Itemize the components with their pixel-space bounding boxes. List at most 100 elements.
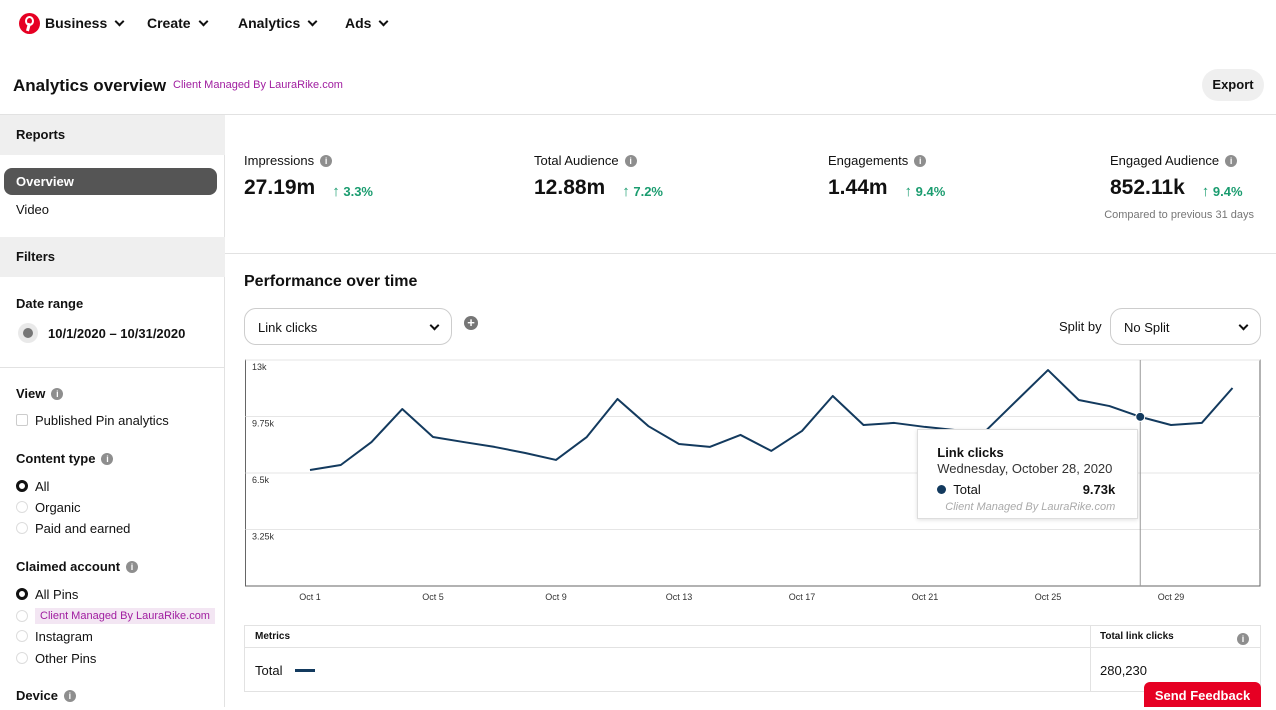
- stat-change: ↑ 9.4%: [1201, 183, 1243, 200]
- tooltip-title: Link clicks: [937, 444, 1004, 460]
- divider: [225, 253, 1276, 254]
- section-header: Filters: [0, 237, 225, 277]
- y-tick-label: 9.75k: [252, 419, 275, 429]
- metric-dropdown[interactable]: Link clicks: [244, 308, 452, 345]
- stat-change: ↑ 9.4%: [904, 183, 946, 200]
- nav-item[interactable]: Business: [45, 15, 125, 31]
- x-tick-label: Oct 17: [789, 592, 816, 602]
- radio[interactable]: [16, 480, 28, 492]
- stat-value: 12.88m: [534, 176, 606, 199]
- filter-label: Content type i: [16, 451, 114, 466]
- table-header: Metrics: [255, 631, 291, 642]
- stat-label: Total Audience i: [534, 153, 637, 168]
- info-icon[interactable]: i: [624, 155, 637, 167]
- tooltip: Link clicks Wednesday, October 28, 2020 …: [917, 428, 1139, 519]
- stat-label: Engaged Audience i: [1110, 153, 1238, 168]
- table-cell: Total: [255, 663, 283, 678]
- info-icon[interactable]: i: [320, 155, 333, 167]
- account-label: Client Managed By LauraRike.com: [173, 79, 343, 91]
- tooltip-date: Wednesday, October 28, 2020: [937, 460, 1113, 476]
- filter-label-text: Content type: [16, 451, 96, 466]
- stat-change: ↑ 7.2%: [622, 183, 663, 200]
- y-tick-label: 13k: [252, 362, 267, 372]
- stat-value: 1.44m: [828, 176, 888, 199]
- divider: [224, 115, 225, 707]
- filter-option[interactable]: Published Pin analytics: [35, 413, 169, 428]
- filter-label-text: Claimed account: [16, 559, 121, 574]
- filter-label: Date range: [16, 296, 84, 311]
- x-tick-label: Oct 21: [912, 592, 939, 602]
- radio[interactable]: [16, 588, 28, 600]
- radio[interactable]: [16, 652, 28, 664]
- nav-label[interactable]: Create: [147, 15, 191, 31]
- checkbox[interactable]: [16, 414, 28, 426]
- filter-option[interactable]: All: [35, 479, 50, 494]
- info-icon[interactable]: i: [914, 155, 927, 167]
- nav-label[interactable]: Ads: [345, 15, 372, 31]
- line-chart: 3.25k 6.5k 9.75k 13k Oct 1 Oct 5 Oct 9 Oct 13 Oc…: [245, 359, 1261, 602]
- x-tick-label: Oct 25: [1035, 592, 1062, 602]
- stat-label: Impressions i: [244, 153, 333, 168]
- stat-label: Engagements i: [828, 153, 927, 168]
- nav-item-selected[interactable]: Overview: [4, 168, 217, 195]
- x-tick-label: Oct 29: [1158, 592, 1185, 602]
- series-line: [309, 369, 1234, 472]
- radio[interactable]: [16, 610, 28, 622]
- date-range[interactable]: 10/1/2020 – 10/31/2020: [48, 326, 186, 341]
- x-tick-label: Oct 5: [422, 592, 444, 602]
- y-tick-label: 6.5k: [252, 475, 270, 485]
- stat-change-value: 3.3%: [343, 184, 373, 199]
- nav-label[interactable]: Business: [45, 15, 108, 31]
- dropdown-value[interactable]: No Split: [1124, 320, 1170, 335]
- export-button[interactable]: Export: [1202, 69, 1264, 101]
- filter-option[interactable]: Organic: [35, 500, 81, 515]
- split-label: Split by: [1059, 319, 1102, 334]
- filter-option[interactable]: Client Managed By LauraRike.com: [35, 608, 215, 624]
- nav-label[interactable]: Analytics: [238, 15, 301, 31]
- stat-change-value: 7.2%: [633, 184, 663, 199]
- info-icon[interactable]: i: [1237, 633, 1249, 645]
- section-title: Performance over time: [244, 273, 418, 290]
- filter-option[interactable]: Paid and earned: [35, 521, 131, 536]
- nav-item[interactable]: Ads: [345, 15, 389, 31]
- pinterest-logo[interactable]: [19, 13, 40, 34]
- table-header: Total link clicks: [1100, 631, 1174, 642]
- page-title: Analytics overview: [13, 76, 167, 95]
- filter-option[interactable]: Instagram: [35, 629, 93, 644]
- radio[interactable]: [16, 501, 28, 513]
- filter-label: Claimed account i: [16, 559, 139, 574]
- filter-label-text: View: [16, 386, 46, 401]
- divider: [0, 367, 224, 368]
- radio[interactable]: [16, 522, 28, 534]
- filter-label-text: Device: [16, 688, 58, 703]
- x-tick-label: Oct 1: [299, 592, 321, 602]
- comparison-note: Compared to previous 31 days: [1104, 209, 1254, 221]
- clock-icon: [18, 323, 38, 343]
- nav-item[interactable]: Analytics: [238, 15, 318, 31]
- filter-option[interactable]: All Pins: [35, 587, 79, 602]
- feedback-button[interactable]: Send Feedback: [1144, 682, 1261, 707]
- highlight-point: [1135, 411, 1146, 422]
- split-dropdown[interactable]: No Split: [1110, 308, 1261, 345]
- table-cell: 280,230: [1100, 663, 1147, 678]
- x-tick-label: Oct 9: [545, 592, 567, 602]
- stat-change: ↑ 3.3%: [332, 183, 373, 200]
- stat-value: 852.11k: [1110, 176, 1185, 199]
- add-metric-button[interactable]: +: [464, 316, 478, 330]
- filter-option[interactable]: Other Pins: [35, 651, 97, 666]
- filter-label: View i: [16, 386, 64, 401]
- metrics-table: Metrics Total link clicks i Total 280,23…: [244, 625, 1261, 692]
- nav-item[interactable]: Video: [16, 202, 50, 217]
- dropdown-value[interactable]: Link clicks: [258, 320, 318, 335]
- watermark: Client Managed By LauraRike.com: [945, 500, 1116, 513]
- tooltip-swatch: [937, 484, 947, 494]
- section-header: Reports: [0, 115, 225, 155]
- x-tick-label: Oct 13: [666, 592, 693, 602]
- radio[interactable]: [16, 630, 28, 642]
- nav-item[interactable]: Create: [147, 15, 209, 31]
- info-icon[interactable]: i: [1225, 155, 1238, 167]
- tooltip-value: 9.73k: [1082, 481, 1116, 497]
- stat-value: 27.19m: [244, 176, 316, 199]
